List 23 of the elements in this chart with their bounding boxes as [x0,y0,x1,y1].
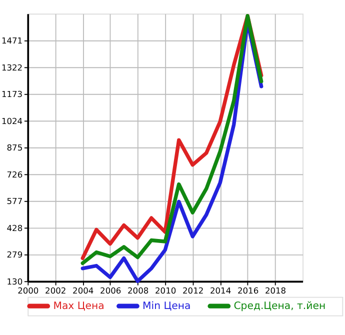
legend-label: Min Цена [142,300,191,312]
x-tick-label: 2018 [264,286,286,296]
y-tick-label: 1322 [1,62,23,72]
x-tick-label: 2016 [237,286,259,296]
x-tick-label: 2002 [45,286,66,296]
y-tick-label: 577 [6,196,23,206]
y-tick-label: 1471 [1,36,23,46]
x-tick-label: 2008 [128,286,149,296]
legend-label: Max Цена [53,300,104,312]
y-tick-label: 1173 [1,89,23,100]
y-tick-label: 875 [6,142,23,153]
y-tick-label: 1024 [1,116,23,126]
legend-label: Сред.Цена, т.йен [234,300,326,312]
x-tick-label: 2004 [72,286,94,296]
x-tick-label: 2014 [210,286,232,296]
y-tick-label: 726 [6,169,23,180]
y-tick-label: 130 [6,276,23,286]
x-tick-label: 2012 [182,286,204,296]
y-tick-label: 428 [6,222,23,233]
y-tick-label: 279 [6,250,23,260]
x-tick-label: 2006 [100,286,122,296]
x-tick-label: 2000 [18,286,39,296]
x-tick-label: 2010 [155,286,176,296]
